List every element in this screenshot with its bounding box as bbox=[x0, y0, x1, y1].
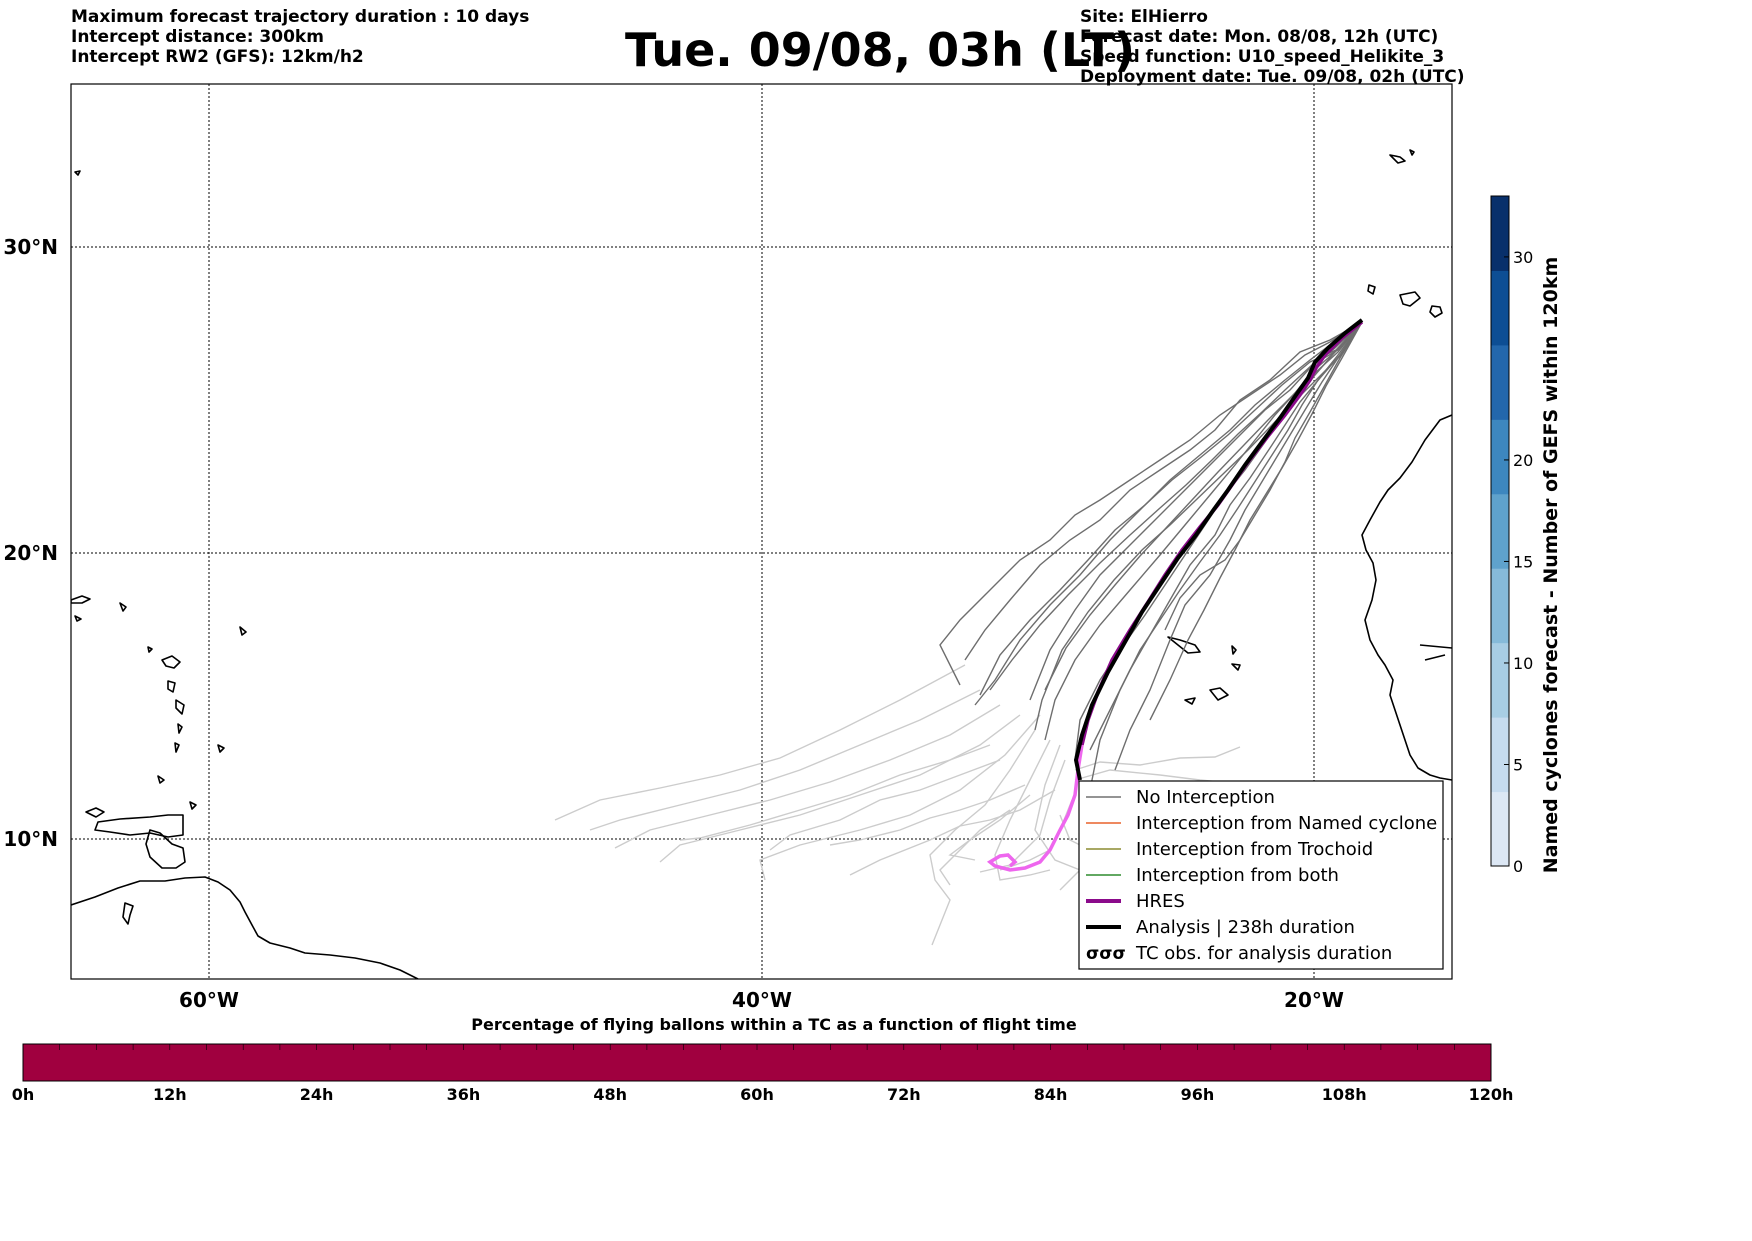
legend-item: HRES bbox=[1086, 891, 1185, 912]
flight-time-tick-label: 12h bbox=[153, 1085, 187, 1104]
colorbar-tick-label: 5 bbox=[1513, 755, 1523, 774]
lat-label-20n: 20°N bbox=[3, 541, 58, 565]
flight-time-colorbar: Percentage of flying ballons within a TC… bbox=[12, 1015, 1514, 1104]
legend-label: No Interception bbox=[1136, 787, 1275, 808]
flight-time-tick-label: 96h bbox=[1181, 1085, 1215, 1104]
forecast-date-text: Forecast date: Mon. 08/08, 12h (UTC) bbox=[1080, 27, 1439, 47]
intercept-distance-text: Intercept distance: 300km bbox=[71, 27, 324, 47]
legend-box bbox=[1078, 780, 1444, 970]
lon-label-20w: 20°W bbox=[1284, 988, 1344, 1012]
colorbar-tick-label: 20 bbox=[1513, 451, 1533, 470]
colorbar-segment bbox=[1491, 493, 1509, 569]
legend-item: Interception from both bbox=[1086, 865, 1339, 886]
colorbar-segment bbox=[1491, 717, 1509, 793]
flight-time-colorbar-title: Percentage of flying ballons within a TC… bbox=[471, 1015, 1077, 1034]
colorbar-segment bbox=[1491, 642, 1509, 718]
legend-item: σσσ TC obs. for analysis duration bbox=[1086, 943, 1392, 964]
deployment-date-text: Deployment date: Tue. 09/08, 02h (UTC) bbox=[1080, 67, 1465, 87]
legend-item: Analysis | 238h duration bbox=[1086, 917, 1355, 938]
colorbar-segment bbox=[1491, 791, 1509, 867]
lon-label-60w: 60°W bbox=[179, 988, 239, 1012]
map-legend: No Interception Interception from Named c… bbox=[1078, 780, 1444, 970]
intercept-rw2-text: Intercept RW2 (GFS): 12km/h2 bbox=[71, 47, 364, 67]
analysis-trajectory bbox=[1073, 318, 1364, 781]
flight-time-tick-label: 72h bbox=[887, 1085, 921, 1104]
legend-label: HRES bbox=[1136, 891, 1185, 912]
hres-trajectory-late bbox=[986, 744, 1084, 872]
page-title: Tue. 09/08, 03h (LT) bbox=[0, 22, 1752, 78]
coastline bbox=[71, 149, 1452, 979]
speed-function-text: Speed function: U10_speed_Helikite_3 bbox=[1080, 47, 1445, 67]
colorbar-segment bbox=[1491, 419, 1509, 495]
map-frame bbox=[70, 83, 1453, 980]
legend-label: Interception from both bbox=[1136, 865, 1339, 886]
legend-label: TC obs. for analysis duration bbox=[1135, 943, 1392, 964]
flight-time-tick-label: 24h bbox=[300, 1085, 334, 1104]
flight-time-tick-label: 84h bbox=[1034, 1085, 1068, 1104]
flight-time-tick-label: 48h bbox=[593, 1085, 627, 1104]
lat-label-10n: 10°N bbox=[3, 827, 58, 851]
flight-time-colorbar-fill bbox=[22, 1043, 1492, 1082]
flight-time-tick-label: 120h bbox=[1469, 1085, 1514, 1104]
colorbar-segment bbox=[1491, 344, 1509, 420]
header-left-info: Maximum forecast trajectory duration : 1… bbox=[71, 7, 529, 67]
flight-time-tick-label: 108h bbox=[1322, 1085, 1367, 1104]
legend-item: Interception from Named cyclone bbox=[1086, 813, 1437, 834]
flight-time-tick-label: 36h bbox=[447, 1085, 481, 1104]
flight-time-tick-label: 60h bbox=[740, 1085, 774, 1104]
trajectories-late bbox=[554, 664, 1241, 946]
legend-item: Interception from Trochoid bbox=[1086, 839, 1373, 860]
cyclone-colorbar-frame bbox=[1490, 195, 1510, 867]
cyclone-colorbar: 0 5 10 15 20 30 Named cyclones forecast - Num… bbox=[1490, 195, 1562, 876]
colorbar-tick-label: 15 bbox=[1513, 552, 1533, 571]
tc-obs-symbol: σσσ bbox=[1086, 944, 1126, 964]
colorbar-segment bbox=[1491, 270, 1509, 346]
colorbar-segment bbox=[1491, 196, 1509, 271]
map-axis-labels: 30°N 20°N 10°N 60°W 40°W 20°W bbox=[3, 235, 1344, 1012]
legend-label: Interception from Named cyclone bbox=[1136, 813, 1437, 834]
lat-label-30n: 30°N bbox=[3, 235, 58, 259]
max-duration-text: Maximum forecast trajectory duration : 1… bbox=[71, 7, 530, 27]
colorbar-tick-label: 30 bbox=[1513, 248, 1533, 267]
legend-label: Interception from Trochoid bbox=[1136, 839, 1373, 860]
cyclone-colorbar-label: Named cyclones forecast - Number of GEFS… bbox=[1540, 257, 1562, 874]
colorbar-tick-label: 0 bbox=[1513, 857, 1523, 876]
flight-time-tick-label: 0h bbox=[12, 1085, 35, 1104]
legend-label: Analysis | 238h duration bbox=[1136, 917, 1355, 938]
header-right-info: Site: ElHierro Forecast date: Mon. 08/08… bbox=[1080, 7, 1465, 87]
title-text: Tue. 09/08, 03h (LT) bbox=[625, 23, 1135, 77]
colorbar-tick-label: 10 bbox=[1513, 654, 1533, 673]
site-text: Site: ElHierro bbox=[1080, 7, 1208, 27]
legend-item: No Interception bbox=[1086, 787, 1275, 808]
colorbar-segment bbox=[1491, 568, 1509, 644]
lon-label-40w: 40°W bbox=[732, 988, 792, 1012]
